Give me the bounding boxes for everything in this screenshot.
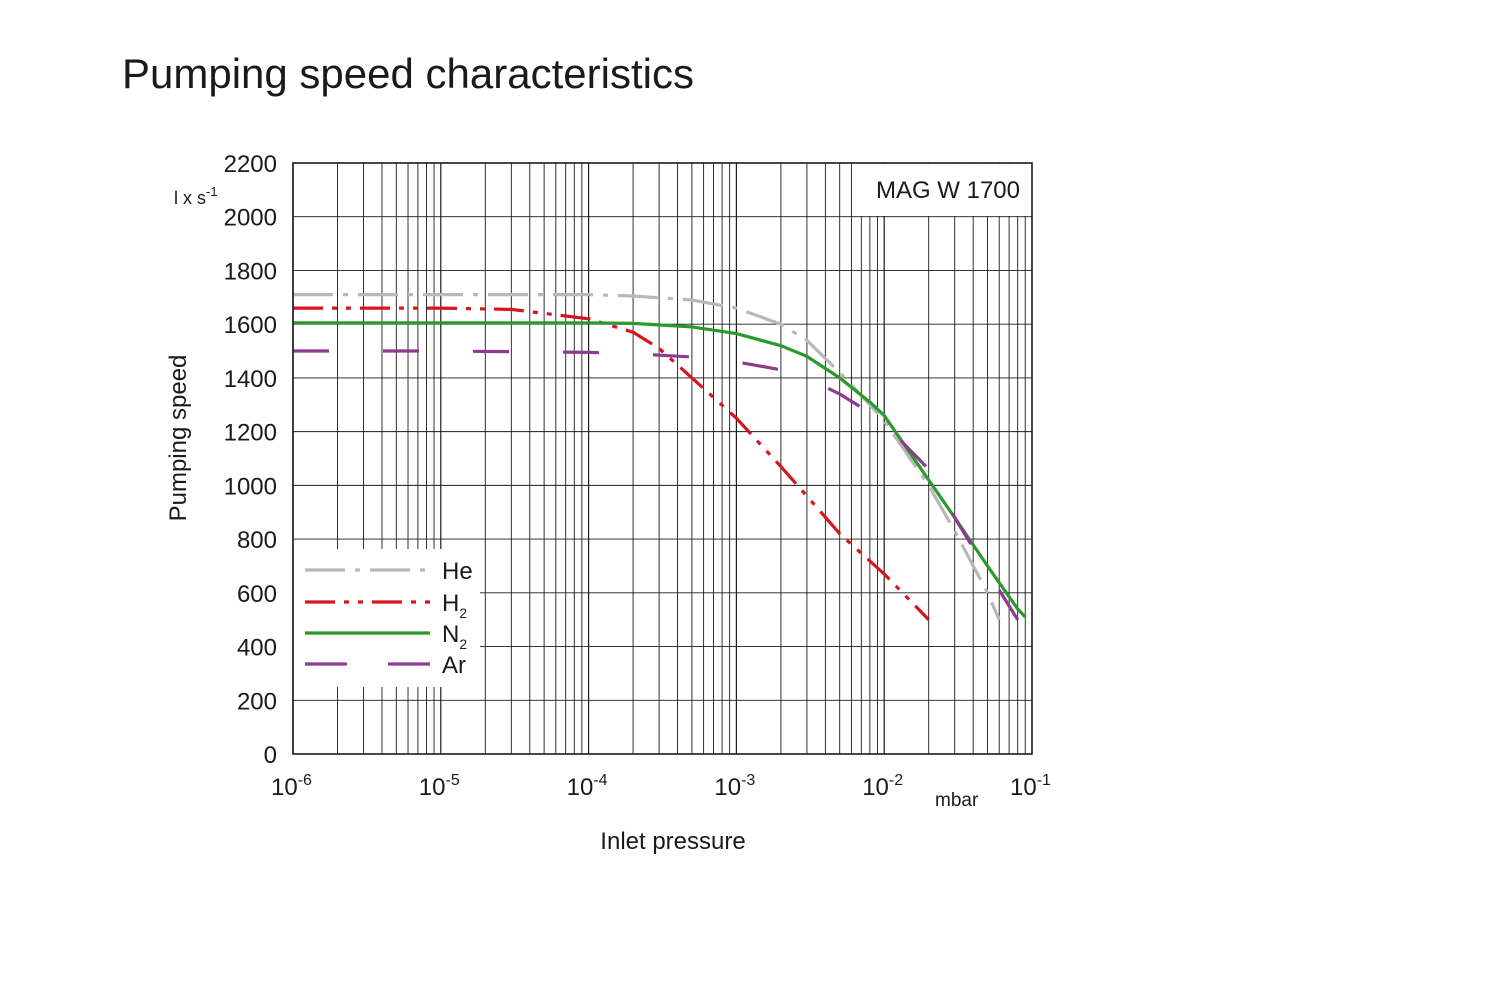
x-tick-exp: -3 <box>741 772 755 789</box>
legend-label-name: He <box>442 558 473 585</box>
y-tick-label: 800 <box>237 527 277 554</box>
x-tick-label: 10-6 <box>271 772 312 801</box>
x-tick-base: 10 <box>1010 774 1037 801</box>
y-axis-label: Pumping speed <box>165 355 192 522</box>
legend-label: N2 <box>442 621 467 652</box>
legend-label: Ar <box>442 652 466 679</box>
legend-label: H2 <box>442 590 467 621</box>
y-tick-label: 1400 <box>224 366 277 393</box>
x-tick-base: 10 <box>862 774 889 801</box>
series-line-h2 <box>293 306 930 621</box>
y-tick-label: 1600 <box>224 312 277 339</box>
legend-label-sub: 2 <box>459 636 467 652</box>
y-tick-label: 1200 <box>224 420 277 447</box>
x-tick-base: 10 <box>419 774 446 801</box>
y-tick-label: 600 <box>237 581 277 608</box>
y-tick-label: 2000 <box>224 205 277 232</box>
series-line-he <box>293 293 1001 621</box>
x-tick-base: 10 <box>271 774 298 801</box>
x-tick-label: 10-1 <box>1010 772 1051 801</box>
plot-frame <box>292 162 1033 755</box>
model-label-box: MAG W 1700 <box>852 164 1031 216</box>
x-tick-exp: -2 <box>889 772 903 789</box>
y-tick-label: 1000 <box>224 473 277 500</box>
x-tick-exp: -6 <box>298 772 312 789</box>
y-tick-label: 1800 <box>224 258 277 285</box>
model-label: MAG W 1700 <box>876 177 1020 204</box>
series-lines <box>293 293 1027 621</box>
grid <box>292 162 1032 755</box>
x-tick-label: 10-3 <box>714 772 755 801</box>
y-unit-exp: -1 <box>206 184 218 199</box>
legend-label-name: H <box>442 590 459 617</box>
y-tick-label: 400 <box>237 635 277 662</box>
x-tick-label: 10-2 <box>862 772 903 801</box>
x-tick-label: 10-5 <box>419 772 460 801</box>
y-tick-labels: 0 200 400 600 800 1000 1200 1400 1600 1800 2000 220… <box>224 151 277 769</box>
y-unit-base: l x s <box>174 188 206 208</box>
y-unit-label: l x s-1 <box>174 184 218 208</box>
x-unit-label: mbar <box>935 790 979 811</box>
legend-label-name: Ar <box>442 652 466 679</box>
x-axis-label: Inlet pressure <box>600 828 745 855</box>
chart-title: Pumping speed characteristics <box>122 50 694 97</box>
legend-label: He <box>442 558 473 585</box>
legend-label-sub: 2 <box>459 605 467 621</box>
x-tick-exp: -5 <box>446 772 460 789</box>
y-tick-label: 2200 <box>224 151 277 178</box>
legend-label-name: N <box>442 621 459 648</box>
y-tick-label: 200 <box>237 688 277 715</box>
x-tick-exp: -4 <box>593 772 607 789</box>
x-tick-label: 10-4 <box>567 772 608 801</box>
y-tick-label: 0 <box>264 742 277 769</box>
x-tick-base: 10 <box>567 774 594 801</box>
x-tick-exp: -1 <box>1037 772 1051 789</box>
x-tick-labels: 10-6 10-5 10-4 10-3 10-2 10-1 <box>271 772 1051 801</box>
x-tick-base: 10 <box>714 774 741 801</box>
